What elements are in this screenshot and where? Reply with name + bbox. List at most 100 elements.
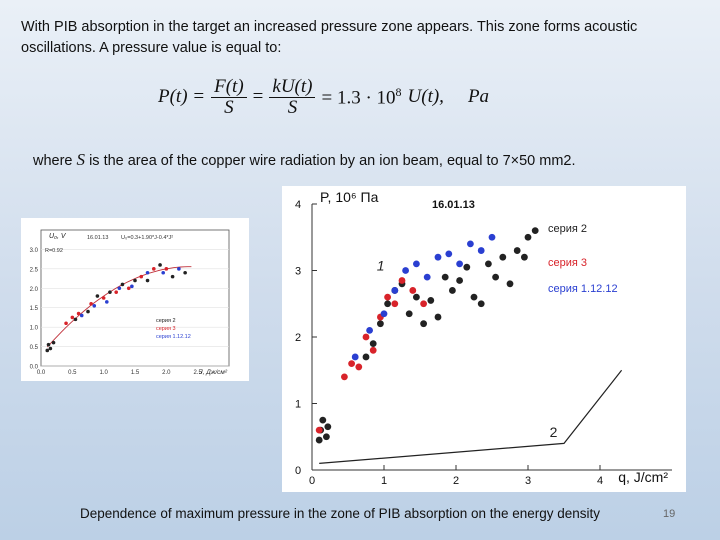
data-point-0-19 — [463, 263, 471, 271]
data-point-1-0 — [64, 321, 68, 326]
data-point-1-7 — [384, 293, 391, 301]
data-point-0-11 — [405, 310, 413, 318]
formula-rhs-tail: U(t), — [407, 86, 444, 107]
data-point-2-1 — [92, 303, 97, 308]
data-point-2-12 — [488, 233, 496, 241]
data-point-1-0 — [315, 426, 323, 434]
y-tick-label: 2.0 — [30, 287, 39, 293]
data-point-2-4 — [402, 267, 409, 274]
data-point-0-21 — [477, 300, 485, 308]
data-point-1-3 — [355, 363, 363, 371]
x-tick-label: 3 — [525, 475, 531, 487]
data-point-0-23 — [492, 273, 499, 281]
y-tick-label: 2.5 — [30, 267, 39, 273]
data-point-0-6 — [95, 294, 100, 298]
data-point-2-4 — [130, 284, 134, 289]
data-point-1-9 — [164, 267, 169, 271]
y-tick-label: 1 — [295, 399, 301, 411]
data-point-0-5 — [86, 309, 90, 314]
data-point-0-25 — [506, 280, 514, 288]
data-point-0-12 — [413, 293, 420, 301]
data-point-0-22 — [485, 260, 492, 268]
x-tick-label: 1.0 — [99, 370, 108, 376]
data-point-2-6 — [423, 273, 431, 281]
y-tick-label: 3 — [295, 266, 301, 278]
data-point-2-11 — [477, 247, 485, 254]
data-point-2-7 — [177, 267, 181, 271]
x-tick-label: 2.0 — [162, 370, 171, 376]
legend-entry: серия 2 — [156, 318, 176, 324]
y-tick-label: 2 — [295, 332, 301, 344]
x-tick-label: 2 — [453, 475, 459, 487]
data-point-2-1 — [366, 326, 373, 334]
data-point-0-26 — [513, 247, 521, 254]
y-axis-label: U₀, V — [49, 233, 67, 240]
y-axis-label: P, 10⁶ Па — [320, 189, 379, 205]
data-point-1-6 — [126, 286, 131, 291]
data-point-0-18 — [456, 277, 463, 284]
x-tick-label: 1 — [381, 475, 387, 487]
legend-entry: серия 3 — [548, 257, 587, 269]
y-tick-label: 0.0 — [30, 365, 39, 371]
data-point-0-3 — [51, 340, 56, 345]
data-point-2-7 — [434, 253, 442, 261]
formula-fraction-force: F(t) S — [211, 76, 247, 118]
data-point-2-2 — [380, 310, 388, 318]
x-axis-label: J, Дж/см² — [198, 369, 227, 376]
data-point-0-20 — [470, 293, 478, 301]
data-point-0-8 — [120, 282, 125, 287]
data-point-1-8 — [152, 267, 156, 271]
fit-equation-label: U₀=0.3+1.90*J-0.4*J² — [121, 235, 173, 241]
formula-eq1: = — [252, 86, 264, 107]
legend-entry: серия 3 — [156, 326, 176, 332]
data-point-0-15 — [434, 313, 442, 321]
data-point-1-2 — [348, 360, 355, 367]
data-point-0-10 — [145, 278, 150, 283]
data-point-2-5 — [145, 270, 150, 275]
x-tick-label: 0 — [309, 475, 315, 487]
data-point-0-2 — [319, 416, 327, 424]
data-point-1-10 — [409, 287, 417, 294]
curve-2 — [319, 369, 623, 464]
data-point-1-1 — [341, 373, 348, 381]
data-point-1-4 — [362, 333, 370, 341]
data-point-1-1 — [70, 315, 75, 320]
data-point-2-0 — [79, 313, 84, 318]
data-point-0-5 — [362, 353, 370, 361]
data-point-0-4 — [73, 317, 78, 322]
data-point-0-12 — [183, 270, 187, 275]
data-point-0-8 — [384, 300, 391, 308]
date-label: 16.01.13 — [432, 199, 475, 211]
data-point-0-3 — [323, 433, 330, 441]
data-point-2-2 — [105, 300, 109, 304]
data-point-0-6 — [369, 340, 377, 348]
x-tick-label: 4 — [597, 475, 603, 487]
data-point-1-7 — [139, 274, 144, 279]
where-var: S — [76, 150, 86, 169]
curve-1-label: 1 — [377, 258, 385, 274]
right-scatter-chart: 0 1 2 3 4 0 1 2 3 4 P, 10⁶ Па q, J/cm² 16.01.13 2 1 сер… — [295, 189, 672, 487]
formula-fraction-voltage: kU(t) S — [269, 76, 316, 118]
intro-text: With PIB absorption in the target an inc… — [21, 19, 638, 56]
data-point-0-28 — [524, 233, 532, 241]
y-tick-label: 3.0 — [30, 248, 39, 254]
data-point-0-0 — [45, 348, 50, 353]
y-tick-label: 0 — [295, 465, 301, 477]
data-point-2-3 — [391, 287, 399, 294]
legend-entry: серия 1.12.12 — [156, 334, 191, 340]
y-tick-label: 1.5 — [30, 306, 39, 312]
formula-frac1-den: S — [224, 96, 234, 118]
data-point-1-9 — [398, 277, 406, 284]
left-scatter-chart: 0.0 0.5 1.0 1.5 2.0 2.5 3.0 0.0 0.5 1.0 1.5 2.0 2.5 U… — [30, 229, 230, 376]
data-point-2-0 — [351, 353, 359, 361]
where-pre: where — [33, 153, 73, 169]
data-point-0-13 — [420, 320, 427, 328]
data-point-2-5 — [413, 260, 420, 268]
data-point-2-9 — [456, 260, 463, 268]
formula-frac2-num: kU(t) — [269, 76, 316, 98]
data-point-1-5 — [114, 290, 118, 294]
data-point-0-1 — [46, 342, 51, 347]
y-tick-label: 4 — [295, 199, 301, 211]
data-point-0-0 — [315, 436, 323, 444]
plot-frame — [40, 229, 230, 367]
